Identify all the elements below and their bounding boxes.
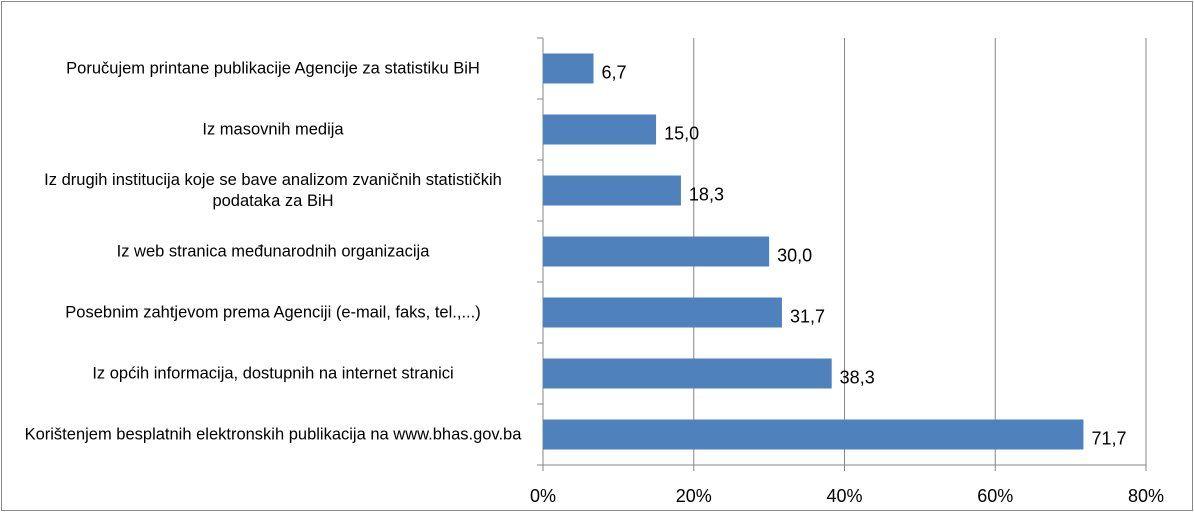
y-tick-label: Poručujem printane publikacije Agencije … [66, 59, 480, 77]
x-tick-label: 60% [977, 486, 1013, 506]
y-tick-label: Posebnim zahtjevom prema Agenciji (e-mai… [65, 303, 481, 321]
data-label: 30,0 [777, 245, 812, 265]
x-tick-label: 20% [676, 486, 712, 506]
data-label: 15,0 [664, 123, 699, 143]
data-label: 31,7 [790, 306, 825, 326]
y-tick-label: Iz općih informacija, dostupnih na inter… [92, 364, 454, 382]
x-tick-label: 80% [1128, 486, 1164, 506]
bar [543, 358, 832, 389]
y-tick-label: Iz masovnih medija [202, 120, 344, 138]
bar [543, 297, 782, 328]
bar [543, 175, 681, 206]
bar [543, 419, 1084, 450]
x-tick-label: 0% [530, 486, 556, 506]
bar [543, 114, 657, 145]
data-label: 6,7 [602, 62, 627, 82]
data-label: 18,3 [689, 184, 724, 204]
data-label: 38,3 [840, 367, 875, 387]
y-tick-label: Iz drugih institucija koje se bave anali… [44, 170, 502, 210]
bar [543, 53, 594, 84]
bar [543, 236, 770, 267]
data-label: 71,7 [1091, 428, 1126, 448]
x-tick-label: 40% [826, 486, 862, 506]
y-tick-label: Korištenjem besplatnih elektronskih publ… [24, 425, 522, 443]
y-tick-label: Iz web stranica međunarodnih organizacij… [116, 242, 430, 260]
